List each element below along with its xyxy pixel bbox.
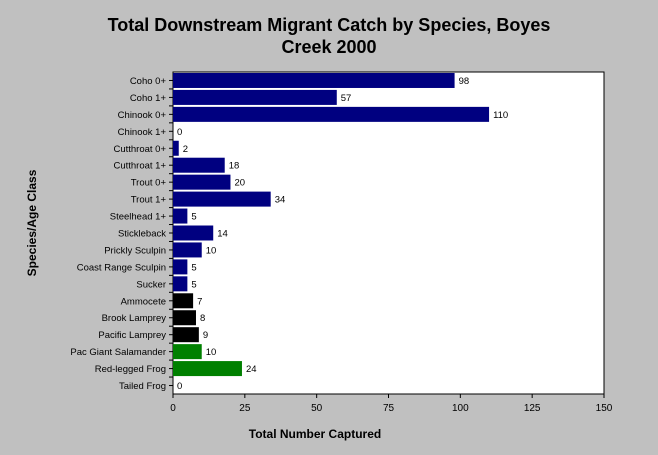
- y-tick-label: Steelhead 1+: [110, 212, 167, 223]
- y-tick-label: Trout 0+: [131, 178, 167, 189]
- bar: [173, 276, 188, 292]
- data-label: 14: [217, 229, 228, 240]
- data-label: 24: [246, 364, 257, 375]
- bar: [173, 344, 202, 360]
- x-axis-ticks: 0 25 50 75 100 125 150: [170, 394, 613, 414]
- x-tick-label: 100: [452, 403, 469, 414]
- bar: [173, 89, 337, 105]
- data-label: 7: [197, 296, 202, 307]
- y-tick-label: Brook Lamprey: [102, 313, 167, 324]
- bar: [173, 191, 271, 207]
- bar: [173, 225, 214, 241]
- bar: [173, 140, 179, 156]
- y-tick-label: Ammocete: [121, 296, 166, 307]
- y-tick-label: Coast Range Sculpin: [77, 262, 166, 273]
- bar: [173, 242, 202, 258]
- data-label: 110: [493, 110, 508, 121]
- data-label: 34: [275, 195, 286, 206]
- bars: [173, 72, 490, 377]
- y-tick-label: Pacific Lamprey: [98, 330, 166, 341]
- data-label: 20: [234, 178, 245, 189]
- y-tick-label: Chinook 0+: [118, 110, 167, 121]
- x-tick-label: 0: [170, 403, 176, 414]
- y-tick-label: Trout 1+: [131, 195, 167, 206]
- x-tick-label: 125: [524, 403, 541, 414]
- bar: [173, 259, 188, 275]
- y-tick-label: Prickly Sculpin: [104, 245, 166, 256]
- y-tick-label: Coho 0+: [130, 76, 167, 87]
- bar: [173, 293, 194, 309]
- y-axis-labels: Coho 0+ Coho 1+ Chinook 0+ Chinook 1+ Cutthr…: [70, 76, 173, 392]
- bar: [173, 208, 188, 224]
- bar: [173, 72, 455, 88]
- chart-title: Total Downstream Migrant Catch by Specie…: [0, 14, 658, 58]
- data-label: 98: [459, 76, 470, 87]
- y-tick-label: Cutthroat 0+: [113, 144, 166, 155]
- data-label: 9: [203, 330, 208, 341]
- y-tick-label: Red-legged Frog: [95, 364, 166, 375]
- data-label: 8: [200, 313, 205, 324]
- data-label: 18: [229, 161, 240, 172]
- x-tick-label: 75: [383, 403, 395, 414]
- y-tick-label: Sucker: [136, 279, 166, 290]
- bar: [173, 310, 196, 326]
- x-tick-label: 150: [596, 403, 613, 414]
- data-label: 0: [177, 127, 182, 138]
- plot-area: [172, 71, 605, 395]
- data-label: 2: [183, 144, 188, 155]
- data-label: 10: [206, 347, 217, 358]
- bar: [173, 174, 231, 190]
- data-label: 57: [341, 93, 352, 104]
- x-tick-label: 50: [311, 403, 323, 414]
- y-tick-label: Cutthroat 1+: [113, 161, 166, 172]
- bar: [173, 327, 199, 343]
- bar: [173, 106, 490, 122]
- data-label: 5: [191, 262, 196, 273]
- chart-title-line2: Creek 2000: [281, 37, 377, 57]
- y-tick-label: Chinook 1+: [118, 127, 167, 138]
- data-label: 0: [177, 381, 182, 392]
- y-tick-label: Pac Giant Salamander: [70, 347, 166, 358]
- data-label: 5: [191, 212, 196, 223]
- x-axis-title: Total Number Captured: [249, 427, 381, 441]
- y-tick-label: Stickleback: [118, 229, 166, 240]
- bar: [173, 157, 225, 173]
- y-axis-title: Species/Age Class: [25, 169, 39, 276]
- x-tick-label: 25: [239, 403, 251, 414]
- y-tick-label: Coho 1+: [130, 93, 167, 104]
- bar: [173, 361, 242, 377]
- data-label: 10: [206, 245, 217, 256]
- data-label: 5: [191, 279, 196, 290]
- y-tick-label: Tailed Frog: [119, 381, 166, 392]
- chart-title-line1: Total Downstream Migrant Catch by Specie…: [107, 15, 551, 35]
